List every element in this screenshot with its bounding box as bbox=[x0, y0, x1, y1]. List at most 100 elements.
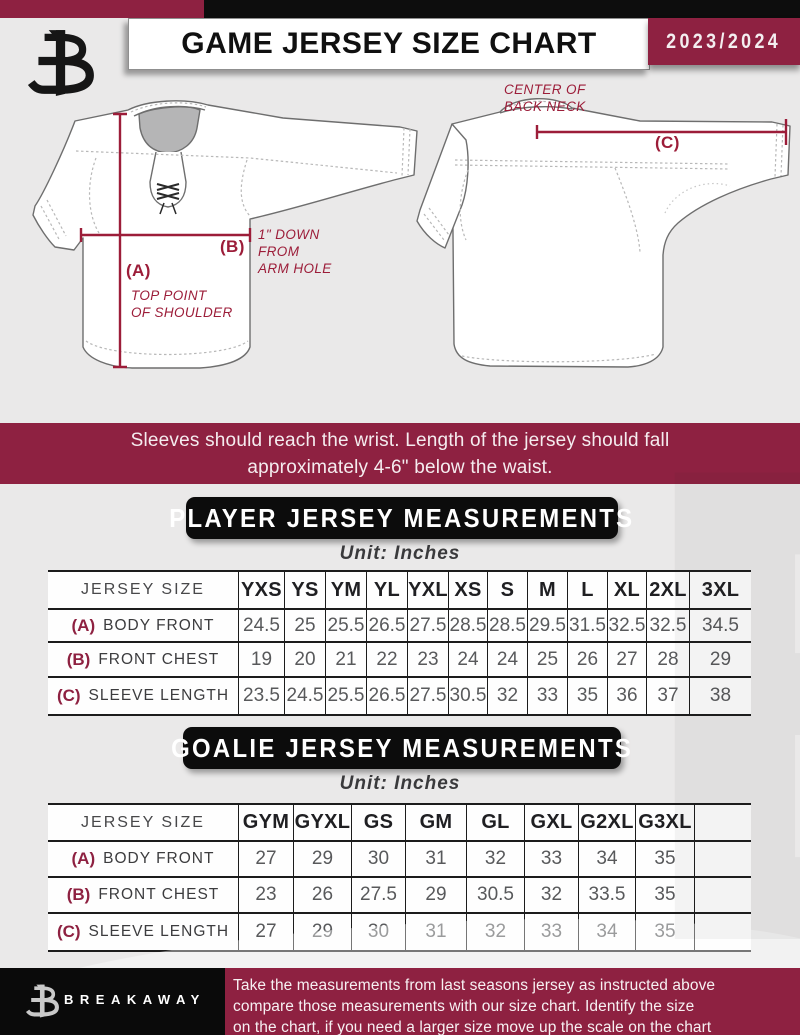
size-column-header: YL bbox=[366, 572, 407, 610]
table-cell: 24 bbox=[448, 643, 487, 678]
size-column-header: GYM bbox=[238, 805, 293, 842]
size-column-header: YXL bbox=[407, 572, 448, 610]
table-cell: 24 bbox=[487, 643, 527, 678]
player-corner-header: JERSEY SIZE bbox=[48, 572, 238, 610]
table-cell: 33 bbox=[527, 678, 567, 714]
table-cell: 25.5 bbox=[325, 610, 366, 643]
table-cell: 27.5 bbox=[407, 678, 448, 714]
table-cell: 25 bbox=[284, 610, 325, 643]
table-cell: 29 bbox=[689, 643, 751, 678]
table-cell: 24.5 bbox=[238, 610, 284, 643]
table-cell: 27 bbox=[238, 914, 293, 950]
table-cell: 26.5 bbox=[366, 610, 407, 643]
top-strip-maroon bbox=[0, 0, 204, 18]
table-cell: 34 bbox=[578, 842, 635, 878]
fit-note-banner: Sleeves should reach the wrist. Length o… bbox=[0, 423, 800, 484]
table-cell: 31.5 bbox=[567, 610, 607, 643]
table-cell: 32.5 bbox=[607, 610, 646, 643]
table-cell: 33 bbox=[524, 842, 578, 878]
table-cell: 23 bbox=[407, 643, 448, 678]
size-column-header: GXL bbox=[524, 805, 578, 842]
table-cell: 32.5 bbox=[646, 610, 689, 643]
table-cell-empty bbox=[694, 842, 751, 878]
player-size-table: JERSEY SIZE YXS YS YM YL YXL XS S M L XL… bbox=[48, 570, 751, 716]
back-jersey-diagram bbox=[416, 98, 791, 368]
row-header-front-chest: (B) FRONT CHEST bbox=[48, 643, 238, 678]
size-column-header: XS bbox=[448, 572, 487, 610]
table-cell: 28 bbox=[646, 643, 689, 678]
table-cell: 26 bbox=[293, 878, 351, 914]
table-cell: 32 bbox=[487, 678, 527, 714]
table-cell: 35 bbox=[567, 678, 607, 714]
table-cell: 19 bbox=[238, 643, 284, 678]
table-cell: 32 bbox=[466, 914, 524, 950]
table-cell: 35 bbox=[635, 842, 694, 878]
table-cell: 23 bbox=[238, 878, 293, 914]
table-cell: 28.5 bbox=[487, 610, 527, 643]
table-cell-empty bbox=[694, 805, 751, 842]
goalie-unit-label: Unit: Inches bbox=[339, 773, 461, 794]
size-column-header: GS bbox=[351, 805, 405, 842]
footer-instructions-panel: Take the measurements from last seasons … bbox=[225, 968, 800, 1035]
top-strip-black bbox=[204, 0, 800, 18]
table-cell: 32 bbox=[524, 878, 578, 914]
table-cell: 21 bbox=[325, 643, 366, 678]
table-cell: 20 bbox=[284, 643, 325, 678]
measurement-line-a bbox=[113, 112, 127, 369]
table-cell: 30 bbox=[351, 842, 405, 878]
table-cell: 23.5 bbox=[238, 678, 284, 714]
table-cell: 26 bbox=[567, 643, 607, 678]
front-jersey-diagram bbox=[32, 100, 418, 369]
size-column-header: L bbox=[567, 572, 607, 610]
size-column-header: G2XL bbox=[578, 805, 635, 842]
fit-note-line2: approximately 4-6" below the waist. bbox=[247, 456, 553, 478]
table-cell: 32 bbox=[466, 842, 524, 878]
table-cell-empty bbox=[694, 878, 751, 914]
season-box: 2023/2024 bbox=[648, 18, 800, 65]
player-unit-label: Unit: Inches bbox=[339, 543, 461, 564]
marker-b: (B) bbox=[220, 237, 245, 256]
table-cell: 31 bbox=[405, 914, 466, 950]
marker-c: (C) bbox=[655, 133, 680, 152]
row-header-sleeve-length: (C) SLEEVE LENGTH bbox=[56, 922, 230, 941]
breakaway-monogram-icon bbox=[24, 980, 60, 1020]
season-label: 2023/2024 bbox=[666, 29, 782, 53]
table-cell: 27 bbox=[607, 643, 646, 678]
arm-hole-label: 1" DOWN FROM ARM HOLE bbox=[258, 227, 332, 276]
table-cell: 34 bbox=[578, 914, 635, 950]
player-section-heading: PLAYER JERSEY MEASUREMENTS bbox=[169, 502, 635, 533]
table-cell: 25 bbox=[527, 643, 567, 678]
footer-instructions-line2: compare those measurements with our size… bbox=[233, 998, 695, 1015]
table-cell: 35 bbox=[635, 914, 694, 950]
table-cell: 31 bbox=[405, 842, 466, 878]
table-cell: 33 bbox=[524, 914, 578, 950]
title-box: GAME JERSEY SIZE CHART bbox=[128, 18, 650, 70]
footer-instructions-line1: Take the measurements from last seasons … bbox=[233, 977, 716, 994]
center-back-neck-label: CENTER OF BACK NECK bbox=[504, 82, 586, 114]
table-cell: 24.5 bbox=[284, 678, 325, 714]
breakaway-monogram-icon bbox=[24, 24, 96, 98]
table-cell-empty bbox=[694, 914, 751, 950]
table-cell: 37 bbox=[646, 678, 689, 714]
table-cell: 38 bbox=[689, 678, 751, 714]
jersey-diagrams bbox=[32, 98, 791, 369]
page-title: GAME JERSEY SIZE CHART bbox=[181, 27, 597, 60]
table-cell: 34.5 bbox=[689, 610, 751, 643]
table-cell: 27 bbox=[238, 842, 293, 878]
table-cell: 30.5 bbox=[448, 678, 487, 714]
footer-instructions-line3: on the chart, if you need a larger size … bbox=[233, 1019, 712, 1035]
measurement-line-b bbox=[79, 228, 252, 242]
marker-a: (A) bbox=[126, 261, 151, 280]
table-cell: 27.5 bbox=[407, 610, 448, 643]
goalie-section-banner: GOALIE JERSEY MEASUREMENTS bbox=[171, 727, 631, 769]
size-column-header: G3XL bbox=[635, 805, 694, 842]
table-cell: 27.5 bbox=[351, 878, 405, 914]
size-column-header: GM bbox=[405, 805, 466, 842]
row-header-front-chest: (B) FRONT CHEST bbox=[48, 878, 238, 914]
size-column-header: YXS bbox=[238, 572, 284, 610]
table-cell: 36 bbox=[607, 678, 646, 714]
size-column-header: 3XL bbox=[689, 572, 751, 610]
row-header-body-front: (A) BODY FRONT bbox=[48, 610, 238, 643]
table-cell: 33.5 bbox=[578, 878, 635, 914]
table-cell: 22 bbox=[366, 643, 407, 678]
